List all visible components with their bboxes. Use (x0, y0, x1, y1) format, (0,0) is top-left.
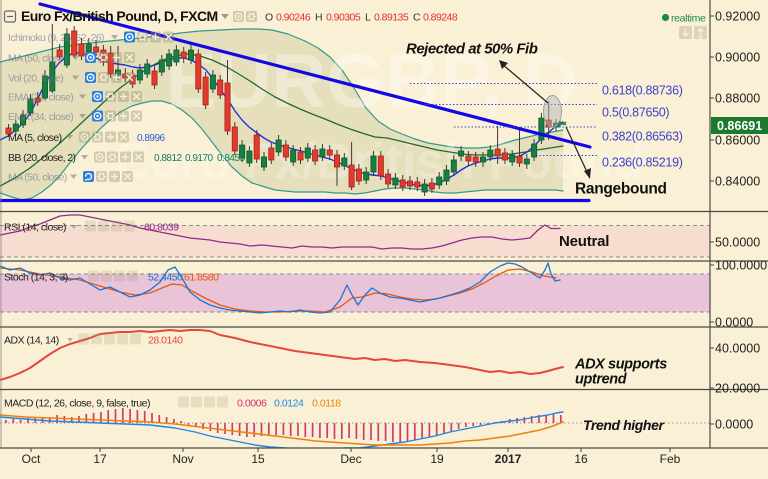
svg-text:Ichimoku (9, 26, 52, 26): Ichimoku (9, 26, 52, 26) (8, 32, 104, 44)
svg-text:0.8812: 0.8812 (154, 153, 183, 164)
svg-text:0.89248: 0.89248 (423, 12, 458, 24)
svg-text:0.89135: 0.89135 (374, 12, 409, 24)
svg-text:2017: 2017 (495, 452, 522, 466)
svg-text:100.0000: 100.0000 (715, 259, 767, 273)
svg-text:0.88000: 0.88000 (715, 92, 760, 106)
svg-text:0.382(0.86563): 0.382(0.86563) (602, 130, 683, 144)
svg-text:Oct: Oct (22, 452, 41, 466)
svg-text:RSI (14, close): RSI (14, close) (4, 222, 66, 234)
svg-text:16: 16 (574, 452, 588, 466)
svg-text:61.8580: 61.8580 (184, 272, 219, 284)
svg-text:0.0000: 0.0000 (715, 418, 753, 432)
svg-text:0.618(0.88736): 0.618(0.88736) (602, 84, 683, 98)
svg-text:0.8455: 0.8455 (217, 153, 246, 164)
svg-text:0.0118: 0.0118 (312, 398, 341, 410)
svg-text:19: 19 (430, 452, 444, 466)
svg-text:uptrend: uptrend (575, 372, 628, 388)
svg-text:Feb: Feb (660, 452, 681, 466)
svg-text:0.0124: 0.0124 (274, 398, 304, 410)
svg-text:MA (50, close): MA (50, close) (8, 53, 67, 65)
svg-text:0.92000: 0.92000 (715, 10, 760, 24)
svg-text:ADX (14, 14): ADX (14, 14) (4, 335, 59, 347)
svg-text:0.86691: 0.86691 (717, 119, 762, 133)
svg-text:40.0000: 40.0000 (715, 342, 760, 356)
svg-text:MA (50, close): MA (50, close) (8, 172, 67, 184)
svg-text:15: 15 (251, 452, 265, 466)
svg-text:Nov: Nov (172, 452, 193, 466)
svg-text:Neutral: Neutral (559, 233, 609, 250)
svg-text:Euro Fx/British Pound, D, FXCM: Euro Fx/British Pound, D, FXCM (21, 8, 218, 24)
svg-text:0.90246: 0.90246 (276, 12, 311, 24)
svg-text:17: 17 (93, 452, 107, 466)
svg-text:Trend higher: Trend higher (583, 417, 665, 433)
svg-text:MACD (12, 26, close, 9, false,: MACD (12, 26, close, 9, false, true) (4, 398, 150, 410)
svg-text:20.0000: 20.0000 (715, 382, 760, 396)
svg-text:0.5(0.87650): 0.5(0.87650) (602, 106, 669, 120)
svg-text:0.90305: 0.90305 (326, 12, 361, 24)
svg-text:Stoch (14, 3, 3): Stoch (14, 3, 3) (4, 272, 68, 284)
svg-text:L: L (365, 12, 371, 24)
svg-text:52.4450: 52.4450 (148, 272, 183, 284)
svg-text:0.9170: 0.9170 (185, 153, 214, 164)
svg-text:0.0000: 0.0000 (715, 316, 753, 330)
svg-text:0.8996: 0.8996 (137, 133, 166, 144)
svg-text:O: O (265, 12, 273, 24)
svg-text:ADX supports: ADX supports (574, 357, 667, 373)
svg-text:0.84000: 0.84000 (715, 175, 760, 189)
svg-text:H: H (315, 12, 322, 24)
svg-text:0.0006: 0.0006 (237, 398, 267, 410)
svg-text:0.86000: 0.86000 (715, 134, 760, 148)
svg-text:MA (5, close): MA (5, close) (8, 132, 62, 144)
svg-text:50.0000: 50.0000 (715, 236, 760, 250)
svg-text:realtime: realtime (671, 13, 706, 25)
svg-text:Vol (20, false): Vol (20, false) (8, 73, 63, 85)
svg-text:60.8039: 60.8039 (144, 222, 179, 234)
svg-text:Rangebound: Rangebound (575, 181, 667, 198)
svg-text:0.90000: 0.90000 (715, 51, 760, 65)
svg-text:Dec: Dec (340, 452, 361, 466)
svg-text:C: C (413, 12, 421, 24)
svg-text:BB (20, close, 2): BB (20, close, 2) (8, 152, 76, 164)
svg-text:28.0140: 28.0140 (148, 335, 183, 347)
svg-text:EMA (21, close): EMA (21, close) (8, 92, 73, 104)
svg-text:EMA (34, close): EMA (34, close) (8, 111, 73, 123)
svg-text:Rejected at 50% Fib: Rejected at 50% Fib (406, 41, 538, 58)
svg-text:0.236(0.85219): 0.236(0.85219) (602, 156, 683, 170)
